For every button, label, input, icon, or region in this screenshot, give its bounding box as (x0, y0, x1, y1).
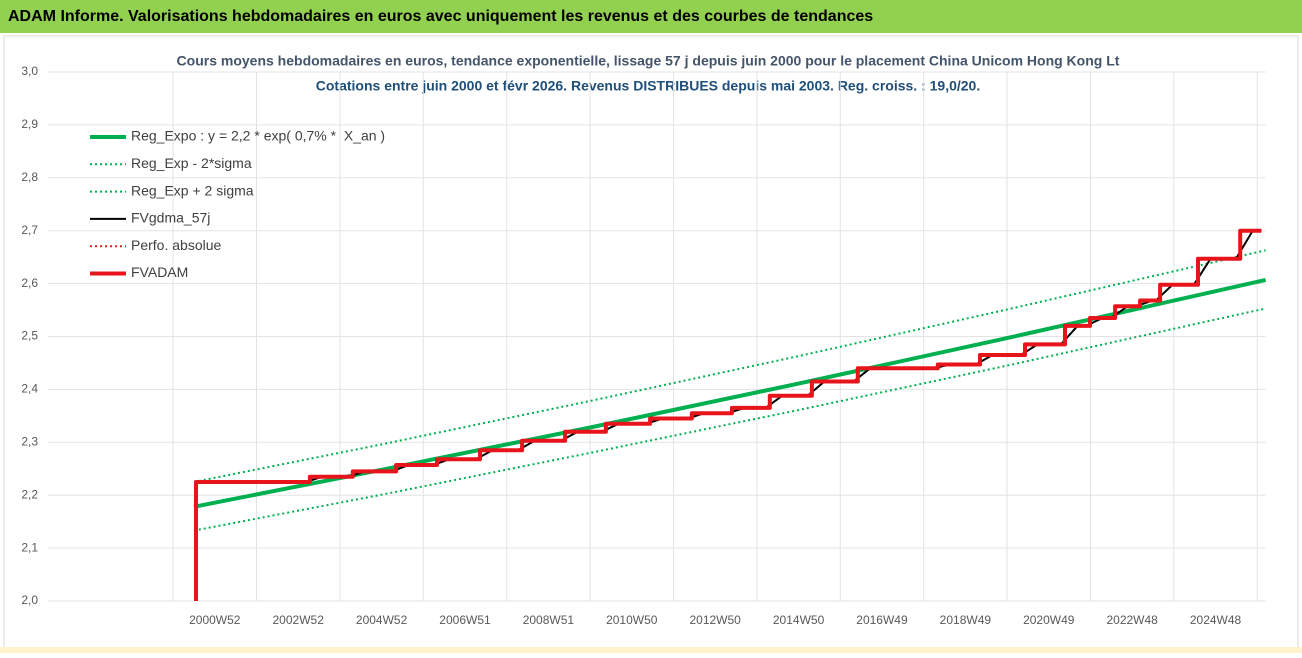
x-tick-label: 2004W52 (356, 613, 408, 627)
series-line (194, 228, 1262, 601)
legend-label: FVADAM (131, 264, 188, 280)
x-tick-label: 2008W51 (523, 613, 575, 627)
header-title: ADAM Informe. Valorisations hebdomadaire… (8, 8, 873, 25)
y-tick-label: 2,4 (21, 382, 38, 396)
x-tick-label: 2024W48 (1190, 613, 1242, 627)
x-tick-label: 2002W52 (273, 613, 325, 627)
y-tick-label: 2,5 (21, 329, 38, 343)
bottom-band (0, 647, 1302, 653)
x-tick-label: 2020W49 (1023, 613, 1075, 627)
y-tick-label: 2,3 (21, 434, 38, 448)
y-tick-label: 2,1 (21, 540, 38, 554)
chart-subtitle: Cotations entre juin 2000 et févr 2026. … (316, 78, 980, 94)
x-tick-label: 2006W51 (439, 613, 491, 627)
x-tick-label: 2012W50 (689, 613, 741, 627)
y-tick-label: 2,8 (21, 170, 38, 184)
x-tick-label: 2018W49 (940, 613, 992, 627)
y-tick-label: 2,6 (21, 276, 38, 290)
series-line (193, 249, 1266, 483)
y-tick-label: 2,9 (21, 117, 38, 131)
legend-label: Reg_Expo : y = 2,2 * exp( 0,7% * X_an ) (131, 128, 385, 144)
legend-label: FVgdma_57j (131, 210, 210, 226)
y-tick-label: 3,0 (21, 64, 38, 78)
y-tick-label: 2,0 (21, 593, 38, 607)
legend-label: Perfo. absolue (131, 237, 221, 253)
y-tick-label: 2,7 (21, 223, 38, 237)
x-tick-label: 2014W50 (773, 613, 825, 627)
legend-label: Reg_Exp + 2 sigma (131, 182, 254, 198)
header-bar (0, 0, 1302, 33)
legend-label: Reg_Exp - 2*sigma (131, 155, 252, 171)
x-tick-label: 2022W48 (1106, 613, 1158, 627)
x-tick-label: 2000W52 (189, 613, 241, 627)
x-tick-label: 2010W50 (606, 613, 658, 627)
x-tick-label: 2016W49 (856, 613, 908, 627)
chart-title: Cours moyens hebdomadaires en euros, ten… (177, 53, 1120, 69)
y-tick-label: 2,2 (21, 487, 38, 501)
series-line (193, 307, 1266, 532)
